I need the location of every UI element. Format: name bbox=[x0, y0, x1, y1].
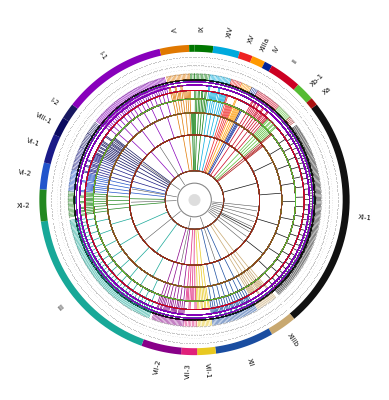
Text: VI-1: VI-1 bbox=[26, 138, 40, 148]
Text: I-1: I-1 bbox=[98, 50, 107, 61]
Text: VII-2: VII-2 bbox=[153, 359, 162, 376]
Text: III: III bbox=[57, 304, 66, 312]
Text: XII: XII bbox=[246, 357, 254, 367]
Text: VI-2: VI-2 bbox=[18, 169, 32, 177]
Text: XI-2: XI-2 bbox=[16, 203, 30, 209]
Text: XV: XV bbox=[247, 33, 256, 44]
Text: Xb-1: Xb-1 bbox=[309, 72, 324, 88]
Text: IX: IX bbox=[199, 25, 205, 32]
Text: Xa: Xa bbox=[321, 86, 332, 96]
Text: XIIIb: XIIIb bbox=[286, 332, 300, 348]
Text: VII-3: VII-3 bbox=[185, 363, 192, 379]
Text: IV: IV bbox=[272, 45, 280, 54]
Text: XI-1: XI-1 bbox=[358, 214, 372, 222]
Text: VIII-1: VIII-1 bbox=[35, 111, 53, 125]
Text: V: V bbox=[169, 27, 175, 33]
Circle shape bbox=[189, 194, 200, 206]
Text: XIIIa: XIIIa bbox=[260, 36, 272, 52]
Text: XIV: XIV bbox=[226, 26, 234, 39]
Text: VII-1: VII-1 bbox=[204, 363, 212, 379]
Text: II: II bbox=[292, 58, 299, 65]
Text: I-2: I-2 bbox=[49, 97, 60, 107]
